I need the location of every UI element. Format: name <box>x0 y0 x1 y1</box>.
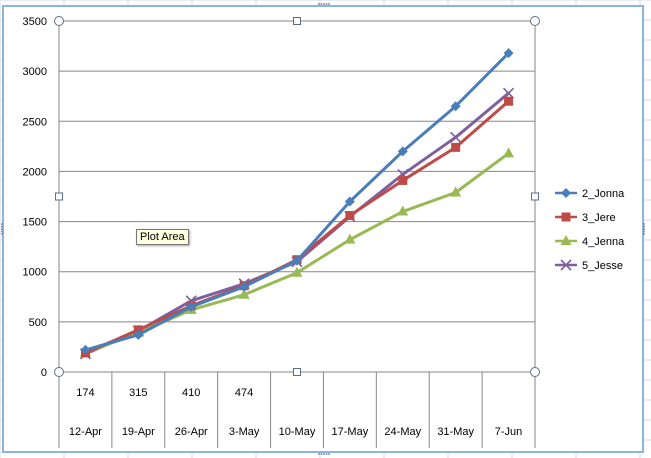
data-point-marker[interactable] <box>133 329 144 340</box>
chart-resize-grip[interactable] <box>1 225 3 228</box>
y-tick-label: 2000 <box>23 166 47 178</box>
chart-resize-grip[interactable] <box>323 3 325 5</box>
x-tick-label: 24-May <box>384 426 421 438</box>
chart-resize-grip[interactable] <box>643 223 645 225</box>
legend-entry[interactable]: 3_Jere <box>555 212 616 224</box>
data-point-marker[interactable] <box>239 281 250 292</box>
data-point-marker[interactable] <box>133 325 143 335</box>
chart-resize-grip[interactable] <box>1 228 3 230</box>
data-point-marker[interactable] <box>450 186 462 197</box>
data-point-marker[interactable] <box>504 96 514 106</box>
data-point-marker[interactable] <box>450 131 462 143</box>
selection-handle[interactable] <box>54 367 64 377</box>
data-point-marker[interactable] <box>397 146 408 157</box>
legend-label: 4_Jenna <box>582 236 625 248</box>
data-point-marker[interactable] <box>80 344 91 355</box>
chart-resize-grip[interactable] <box>1 230 3 233</box>
x-tick-label: 26-Apr <box>175 426 208 438</box>
y-tick-label: 1500 <box>23 217 47 229</box>
data-point-marker[interactable] <box>238 288 250 299</box>
x-tick-label: 10-May <box>279 426 316 438</box>
data-point-marker[interactable] <box>561 188 571 198</box>
selection-handle[interactable] <box>530 367 540 377</box>
chart-resize-grip[interactable] <box>318 3 320 5</box>
chart-resize-grip[interactable] <box>320 453 323 455</box>
x-tick-label: 3-May <box>229 426 260 438</box>
selection-handle[interactable] <box>55 192 63 201</box>
y-tick-label: 1000 <box>23 267 47 279</box>
data-point-marker[interactable] <box>502 87 515 99</box>
data-point-marker[interactable] <box>344 196 355 207</box>
data-point-marker[interactable] <box>292 255 302 266</box>
plot-area-tooltip: Plot Area <box>136 229 189 245</box>
y-tick-label: 0 <box>41 367 47 379</box>
data-point-marker[interactable] <box>503 147 515 158</box>
data-table-value: 410 <box>182 387 200 399</box>
chart-resize-grip[interactable] <box>328 453 330 455</box>
legend-entry[interactable]: 2_Jonna <box>555 188 625 200</box>
x-tick-label: 19-Apr <box>122 426 155 438</box>
selection-handle[interactable] <box>54 16 64 26</box>
data-point-marker[interactable] <box>344 233 356 244</box>
data-point-marker[interactable] <box>397 205 409 216</box>
y-tick-label: 3500 <box>23 16 47 28</box>
data-point-marker[interactable] <box>186 301 197 312</box>
legend-label: 2_Jonna <box>582 188 625 200</box>
chart-resize-grip[interactable] <box>1 223 3 225</box>
data-point-marker[interactable] <box>450 101 461 112</box>
legend-entry[interactable]: 5_Jesse <box>555 259 623 272</box>
selection-handle[interactable] <box>293 17 301 25</box>
data-point-marker[interactable] <box>291 266 303 277</box>
plot-area[interactable] <box>58 20 536 373</box>
data-point-marker[interactable] <box>345 211 355 221</box>
chart-resize-grip[interactable] <box>320 3 323 5</box>
selection-handle[interactable] <box>531 192 539 201</box>
chart-resize-grip[interactable] <box>643 228 645 230</box>
x-tick-label: 12-Apr <box>69 426 102 438</box>
chart-resize-grip[interactable] <box>318 453 320 455</box>
x-tick-label: 7-Jun <box>495 426 523 438</box>
selection-handle[interactable] <box>293 368 301 376</box>
chart-resize-grip[interactable] <box>325 3 328 5</box>
x-tick-label: 31-May <box>437 426 474 438</box>
y-tick-label: 3000 <box>23 66 47 78</box>
legend-label: 3_Jere <box>582 212 616 224</box>
x-tick-label: 17-May <box>332 426 369 438</box>
chart-resize-grip[interactable] <box>643 225 645 228</box>
y-tick-label: 500 <box>29 317 47 329</box>
selection-handle[interactable] <box>530 16 540 26</box>
chart-resize-grip[interactable] <box>323 453 325 455</box>
series-2_Jonna[interactable] <box>80 48 514 355</box>
chart-resize-grip[interactable] <box>643 230 645 233</box>
chart-resize-grip[interactable] <box>643 233 645 235</box>
legend-entry[interactable]: 4_Jenna <box>555 235 625 248</box>
legend-label: 5_Jesse <box>582 260 623 272</box>
data-point-marker[interactable] <box>560 259 572 271</box>
data-point-marker[interactable] <box>398 175 408 185</box>
chart-resize-grip[interactable] <box>328 3 330 5</box>
data-table-value: 315 <box>129 387 147 399</box>
data-table-value: 174 <box>76 387 94 399</box>
data-point-marker[interactable] <box>451 142 461 152</box>
chart-resize-grip[interactable] <box>1 233 3 235</box>
y-tick-label: 2500 <box>23 116 47 128</box>
data-table-value: 474 <box>235 387 253 399</box>
chart-resize-grip[interactable] <box>325 453 328 455</box>
data-point-marker[interactable] <box>561 212 571 222</box>
data-point-marker[interactable] <box>560 235 572 245</box>
data-point-marker[interactable] <box>503 48 514 59</box>
